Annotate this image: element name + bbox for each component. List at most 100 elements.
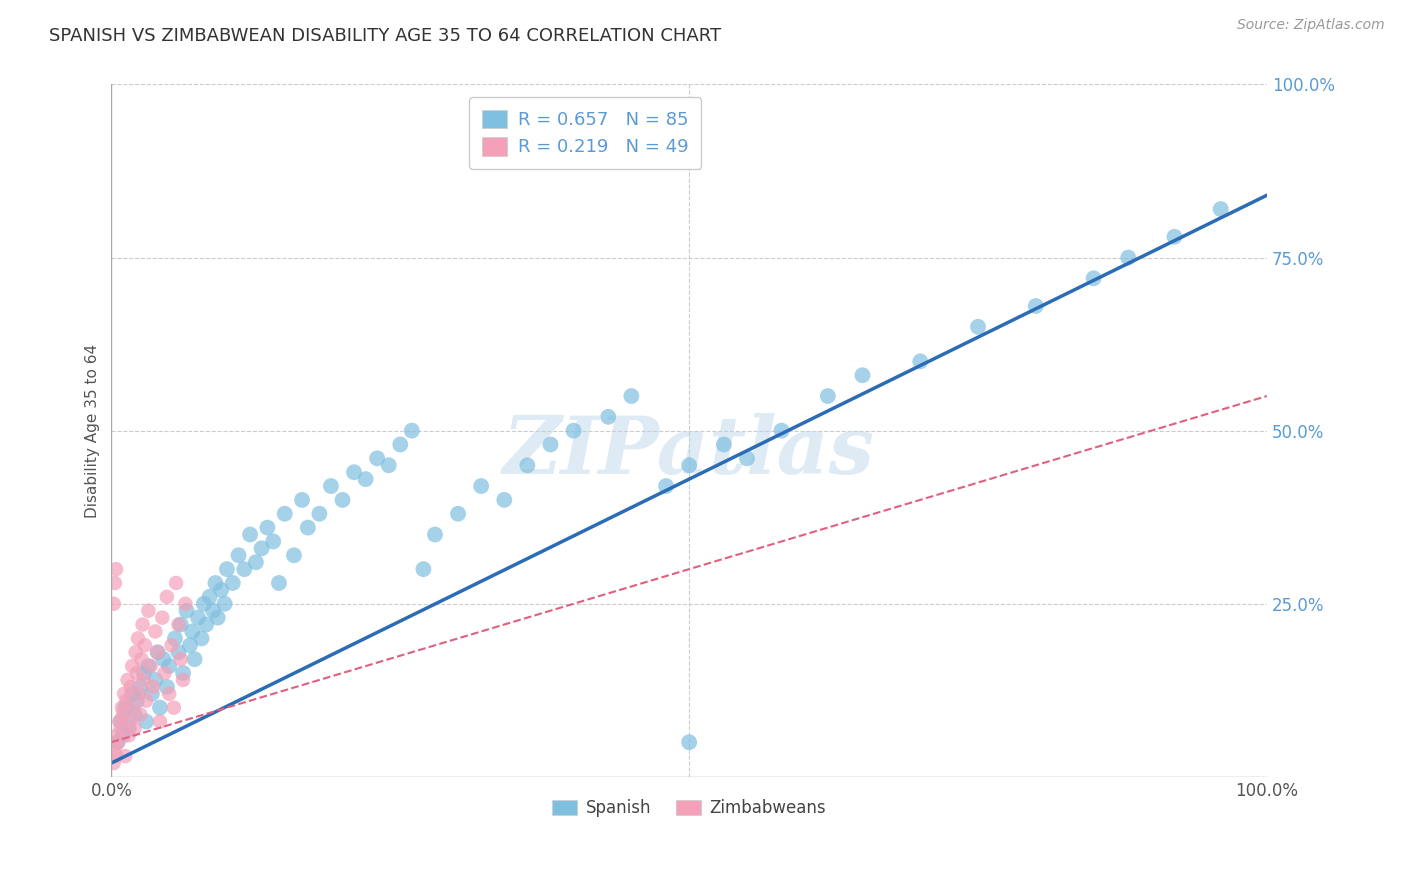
Point [174,597,197,611]
Point [131,652,153,666]
Point [134,638,156,652]
Point [1025,299,1047,313]
Point [228,549,250,563]
Point [187,610,209,624]
Point [412,562,434,576]
Point [103,756,125,770]
Point [124,722,146,736]
Point [267,576,290,591]
Point [239,527,262,541]
Point [108,714,131,729]
Point [129,680,152,694]
Point [256,520,278,534]
Point [124,707,146,722]
Point [283,549,305,563]
Point [562,424,585,438]
Point [163,632,186,646]
Text: ZIPatlas: ZIPatlas [503,413,875,491]
Point [146,645,169,659]
Point [343,465,366,479]
Point [118,722,141,736]
Point [117,673,139,687]
Point [139,659,162,673]
Point [149,714,172,729]
Point [135,714,157,729]
Point [195,617,218,632]
Point [122,700,145,714]
Point [198,590,221,604]
Point [124,645,146,659]
Point [1116,251,1139,265]
Point [678,458,700,473]
Point [149,700,172,714]
Point [163,700,186,714]
Point [172,673,194,687]
Point [214,597,236,611]
Point [209,582,232,597]
Point [120,680,142,694]
Point [910,354,932,368]
Point [135,694,157,708]
Point [332,492,354,507]
Point [770,424,793,438]
Point [366,451,388,466]
Point [157,659,180,673]
Point [1209,202,1232,216]
Point [193,597,215,611]
Point [107,735,129,749]
Point [181,624,204,639]
Point [598,409,620,424]
Point [105,728,128,742]
Point [110,722,132,736]
Point [516,458,538,473]
Point [183,652,205,666]
Point [110,714,132,729]
Point [215,562,238,576]
Point [190,632,212,646]
Point [146,645,169,659]
Point [494,492,516,507]
Point [967,319,990,334]
Point [297,520,319,534]
Point [233,562,256,576]
Point [138,604,160,618]
Point [121,659,143,673]
Point [1163,229,1185,244]
Point [170,652,193,666]
Point [354,472,377,486]
Point [105,749,128,764]
Point [620,389,643,403]
Point [143,624,166,639]
Point [423,527,446,541]
Point [817,389,839,403]
Point [105,735,128,749]
Point [851,368,873,383]
Point [245,555,267,569]
Point [319,479,342,493]
Y-axis label: Disability Age 35 to 64: Disability Age 35 to 64 [86,343,100,517]
Point [172,665,194,680]
Point [112,687,135,701]
Point [262,534,284,549]
Point [678,735,700,749]
Point [170,617,193,632]
Point [179,638,201,652]
Point [377,458,399,473]
Text: SPANISH VS ZIMBABWEAN DISABILITY AGE 35 TO 64 CORRELATION CHART: SPANISH VS ZIMBABWEAN DISABILITY AGE 35 … [49,27,721,45]
Point [121,687,143,701]
Point [138,659,160,673]
Point [114,749,136,764]
Point [114,700,136,714]
Point [655,479,678,493]
Point [132,665,155,680]
Point [540,437,562,451]
Point [713,437,735,451]
Point [204,576,226,591]
Point [127,632,149,646]
Point [156,680,179,694]
Point [160,638,183,652]
Point [111,728,134,742]
Point [308,507,330,521]
Point [250,541,273,556]
Point [389,437,412,451]
